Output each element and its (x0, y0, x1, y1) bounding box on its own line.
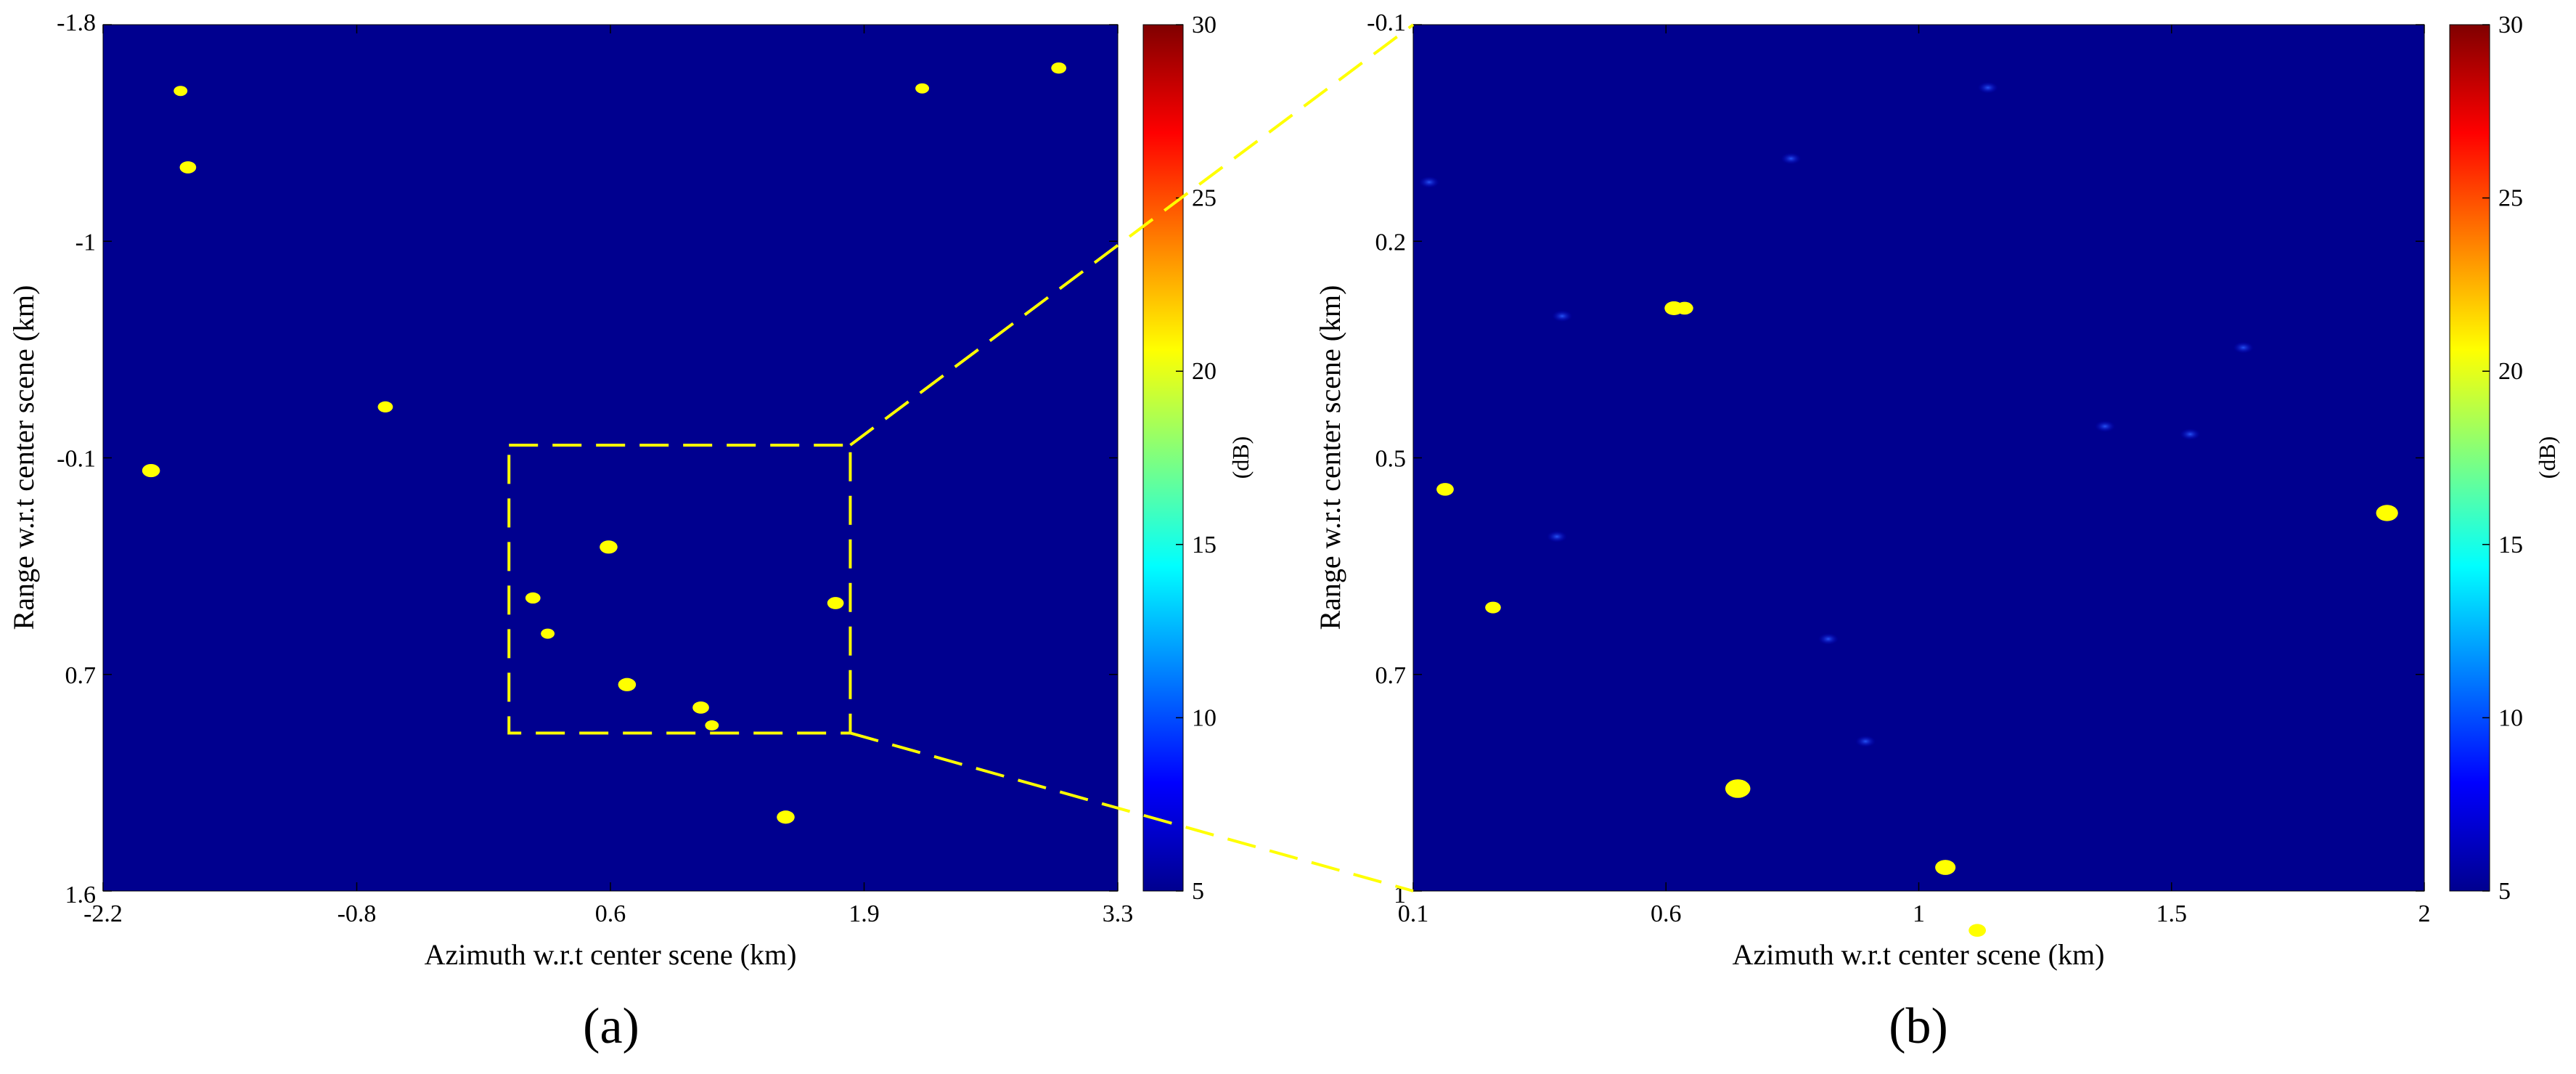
x-tick-label: 0.6 (595, 900, 626, 927)
y-tick-label: 0.7 (65, 662, 97, 689)
panel-a-y-ticks: -1.8 -1 -0.1 0.7 1.6 (57, 9, 1118, 908)
x-tick-label: 0.6 (1651, 900, 1682, 927)
panel-b-speckles (1418, 81, 2254, 747)
colorbar-tick-label: 30 (1192, 12, 1217, 38)
point-target (1968, 924, 1987, 937)
zoom-box-rect (507, 443, 852, 735)
point-target (2376, 505, 2398, 521)
panel-b-y-axis-label: Range w.r.t center scene (km) (1314, 285, 1346, 630)
colorbar-tick-label: 5 (1192, 878, 1204, 905)
clutter-speckle (1552, 310, 1573, 322)
panel-b: 0.1 0.6 1 1.5 2 -0.1 0.2 0.5 0.7 1 Azimuth w.r.t… (1314, 9, 2560, 1054)
x-tick-label: 1 (1913, 900, 1925, 927)
point-target (1725, 779, 1751, 798)
x-tick-label: 1.9 (849, 900, 880, 927)
panel-a-x-axis-label: Azimuth w.r.t center scene (km) (425, 938, 797, 971)
panel-b-colorbar-label: (dB) (2534, 436, 2560, 479)
panel-b-colorbar-ticks: 5 10 15 20 25 30 (2482, 12, 2523, 905)
zoom-connector-bottom (849, 731, 1414, 892)
y-tick-label: 0.7 (1375, 662, 1407, 689)
panel-a: -2.2 -0.8 0.6 1.9 3.3 -1.8 -1 -0.1 0.7 1.6 Azimu… (7, 9, 1254, 1054)
clutter-speckle (2233, 341, 2254, 354)
panel-b-label: (b) (1889, 998, 1948, 1054)
y-tick-label: 0.5 (1375, 446, 1407, 473)
panel-b-points (1436, 301, 2398, 937)
point-target (377, 401, 393, 413)
colorbar-tick-label: 20 (1192, 358, 1217, 385)
point-target (1051, 62, 1067, 74)
panel-a-x-ticks: -2.2 -0.8 0.6 1.9 3.3 (83, 25, 1133, 927)
colorbar-tick-label: 10 (1192, 704, 1217, 731)
point-target (777, 810, 795, 824)
clutter-speckle (1855, 735, 1876, 747)
panel-b-x-ticks: 0.1 0.6 1 1.5 2 (1398, 25, 2431, 927)
point-target (541, 628, 555, 639)
y-tick-label: -1.8 (57, 9, 96, 36)
point-target (142, 463, 160, 478)
point-target (1485, 601, 1501, 614)
clutter-speckle (2180, 428, 2201, 440)
panel-a-y-axis-label: Range w.r.t center scene (km) (7, 285, 40, 630)
point-target (525, 592, 541, 604)
y-tick-label: 1.6 (65, 882, 97, 908)
panel-a-plot-area (102, 24, 1119, 892)
colorbar-tick-label: 15 (1192, 532, 1217, 558)
colorbar-tick-label: 25 (2498, 185, 2523, 212)
colorbar-tick-label: 15 (2498, 532, 2523, 558)
point-target (915, 83, 930, 94)
point-target (173, 86, 188, 97)
point-target (600, 540, 618, 554)
panel-a-colorbar-ticks: 5 10 15 20 25 30 (1176, 12, 1217, 905)
x-tick-label: -0.8 (338, 900, 377, 927)
y-tick-label: 0.2 (1375, 229, 1407, 256)
zoom-connector-top (849, 23, 1415, 447)
clutter-speckle (1418, 176, 1439, 188)
x-tick-label: 3.3 (1103, 900, 1134, 927)
point-target (179, 161, 197, 174)
point-target (618, 678, 637, 691)
x-tick-label: 1.5 (2156, 900, 2188, 927)
panel-a-zoom-box (507, 443, 852, 735)
point-target (1935, 860, 1956, 875)
point-target (705, 720, 719, 731)
panel-a-points (142, 62, 1067, 824)
y-tick-label: -0.1 (1367, 9, 1406, 36)
panel-a-label: (a) (583, 998, 639, 1054)
point-target (1676, 301, 1693, 315)
colorbar-tick-label: 30 (2498, 12, 2523, 38)
panel-b-colorbar (2449, 24, 2490, 892)
y-tick-label: -0.1 (57, 446, 96, 473)
panel-a-colorbar-label: (dB) (1227, 436, 1254, 479)
panel-b-x-axis-label: Azimuth w.r.t center scene (km) (1733, 938, 2105, 971)
panel-b-plot-area (1412, 24, 2425, 892)
zoom-connector-lines (849, 23, 1415, 892)
point-target (827, 597, 844, 609)
point-target (1436, 483, 1454, 496)
x-tick-label: 0.1 (1398, 900, 1429, 927)
panel-b-y-ticks: -0.1 0.2 0.5 0.7 1 (1367, 9, 2424, 908)
y-tick-label: -1 (75, 229, 96, 256)
clutter-speckle (1780, 152, 1802, 165)
x-tick-label: -2.2 (83, 900, 123, 927)
clutter-speckle (1977, 81, 1998, 94)
colorbar-tick-label: 20 (2498, 358, 2523, 385)
colorbar-tick-label: 5 (2498, 878, 2511, 905)
clutter-speckle (1817, 632, 1839, 645)
x-tick-label: 2 (2418, 900, 2431, 927)
y-tick-label: 1 (1394, 882, 1406, 908)
clutter-speckle (2095, 420, 2116, 433)
colorbar-tick-label: 25 (1192, 185, 1217, 212)
clutter-speckle (1546, 530, 1567, 542)
point-target (692, 701, 709, 714)
colorbar-tick-label: 10 (2498, 704, 2523, 731)
panel-a-colorbar (1142, 24, 1184, 892)
